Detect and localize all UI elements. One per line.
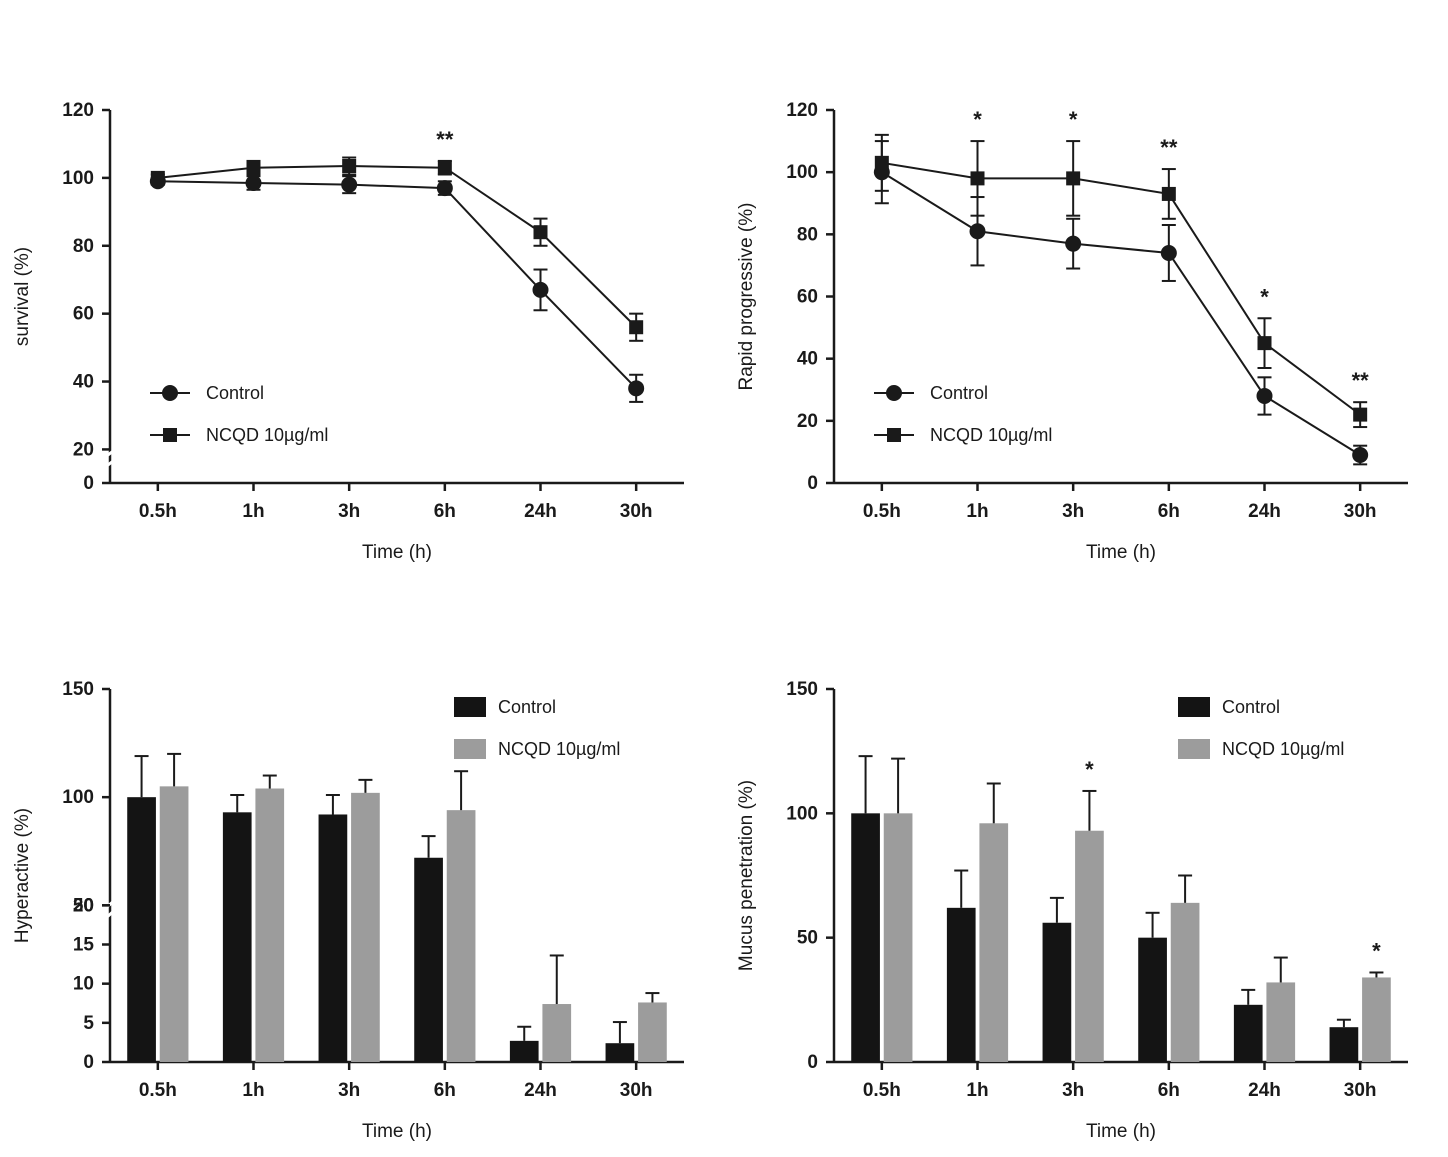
svg-text:Control: Control <box>498 697 556 717</box>
svg-text:3h: 3h <box>338 1080 360 1101</box>
svg-text:0: 0 <box>83 1052 94 1073</box>
svg-text:0: 0 <box>807 1052 818 1073</box>
chart-mucus-penetration: 0 50 100 150 0.5h 1h 3h 6h 24h 30h Time (h) Mucus p… <box>724 579 1448 1157</box>
svg-text:Time (h): Time (h) <box>362 1121 432 1142</box>
svg-text:150: 150 <box>786 679 818 700</box>
svg-text:3h: 3h <box>1062 1080 1084 1101</box>
svg-text:5: 5 <box>83 1013 94 1034</box>
svg-text:**: ** <box>1352 368 1370 393</box>
svg-text:*: * <box>1085 757 1094 782</box>
svg-text:NCQD 10µg/ml: NCQD 10µg/ml <box>1222 739 1344 759</box>
svg-text:Mucus penetration (%): Mucus penetration (%) <box>736 780 757 971</box>
svg-text:Time (h): Time (h) <box>1086 1121 1156 1142</box>
svg-text:*: * <box>1372 938 1381 963</box>
svg-text:60: 60 <box>797 287 818 308</box>
svg-text:30h: 30h <box>1344 501 1377 522</box>
svg-text:1h: 1h <box>966 501 988 522</box>
svg-text:Control: Control <box>1222 697 1280 717</box>
svg-text:1h: 1h <box>242 1080 264 1101</box>
svg-text:100: 100 <box>62 787 94 808</box>
svg-text:40: 40 <box>797 349 818 370</box>
figure-container: 0 20 40 60 80 100 120 0.5h 1h 3h 6h 24h 30h Time (h) s… <box>0 0 1448 1157</box>
svg-text:0.5h: 0.5h <box>863 1080 901 1101</box>
svg-text:50: 50 <box>797 928 818 949</box>
svg-text:0.5h: 0.5h <box>863 501 901 522</box>
svg-text:**: ** <box>436 127 454 152</box>
chart-sperm-motility: 0 20 40 60 80 100 120 0.5h 1h 3h 6h 24h 30h Time (h) R… <box>724 0 1448 578</box>
panel-A: 0 20 40 60 80 100 120 0.5h 1h 3h 6h 24h 30h Time (h) s… <box>0 0 724 578</box>
svg-text:50: 50 <box>73 895 94 916</box>
svg-text:6h: 6h <box>434 501 456 522</box>
svg-text:NCQD 10µg/ml: NCQD 10µg/ml <box>498 739 620 759</box>
svg-text:0: 0 <box>83 473 94 494</box>
panel-C: 0 5 10 15 20 50 100 150 0.5h 1h 3h 6h 24h 30h Time (h)… <box>0 579 724 1157</box>
svg-text:120: 120 <box>62 100 94 121</box>
svg-text:survival (%): survival (%) <box>12 247 33 346</box>
svg-text:*: * <box>1069 107 1078 132</box>
svg-text:1h: 1h <box>966 1080 988 1101</box>
svg-text:0.5h: 0.5h <box>139 501 177 522</box>
svg-text:Control: Control <box>206 383 264 403</box>
svg-text:100: 100 <box>786 803 818 824</box>
svg-text:Hyperactive (%): Hyperactive (%) <box>12 808 33 943</box>
svg-text:24h: 24h <box>1248 1080 1281 1101</box>
panel-B: 0 20 40 60 80 100 120 0.5h 1h 3h 6h 24h 30h Time (h) R… <box>724 0 1448 578</box>
svg-text:Control: Control <box>930 383 988 403</box>
svg-text:10: 10 <box>73 974 94 995</box>
svg-text:150: 150 <box>62 679 94 700</box>
svg-text:3h: 3h <box>1062 501 1084 522</box>
svg-text:3h: 3h <box>338 501 360 522</box>
svg-text:24h: 24h <box>524 1080 557 1101</box>
svg-text:80: 80 <box>797 224 818 245</box>
svg-text:100: 100 <box>786 162 818 183</box>
svg-text:30h: 30h <box>1344 1080 1377 1101</box>
svg-text:15: 15 <box>73 935 95 956</box>
svg-text:6h: 6h <box>1158 1080 1180 1101</box>
svg-text:80: 80 <box>73 236 94 257</box>
svg-text:0.5h: 0.5h <box>139 1080 177 1101</box>
svg-text:20: 20 <box>797 411 818 432</box>
svg-text:24h: 24h <box>1248 501 1281 522</box>
svg-text:**: ** <box>1160 135 1178 160</box>
svg-text:120: 120 <box>786 100 818 121</box>
svg-text:30h: 30h <box>620 1080 653 1101</box>
svg-text:Time (h): Time (h) <box>1086 542 1156 563</box>
svg-text:NCQD 10µg/ml: NCQD 10µg/ml <box>930 425 1052 445</box>
svg-text:NCQD 10µg/ml: NCQD 10µg/ml <box>206 425 328 445</box>
svg-text:1h: 1h <box>242 501 264 522</box>
svg-text:Time (h): Time (h) <box>362 542 432 563</box>
svg-text:30h: 30h <box>620 501 653 522</box>
panel-D: 0 50 100 150 0.5h 1h 3h 6h 24h 30h Time (h) Mucus p… <box>724 579 1448 1157</box>
svg-text:24h: 24h <box>524 501 557 522</box>
svg-text:Rapid progressive (%): Rapid progressive (%) <box>736 203 757 391</box>
chart-sperm-survival: 0 20 40 60 80 100 120 0.5h 1h 3h 6h 24h 30h Time (h) s… <box>0 0 724 578</box>
svg-text:100: 100 <box>62 168 94 189</box>
svg-text:6h: 6h <box>1158 501 1180 522</box>
svg-text:6h: 6h <box>434 1080 456 1101</box>
svg-text:*: * <box>1260 284 1269 309</box>
svg-text:40: 40 <box>73 372 94 393</box>
svg-text:60: 60 <box>73 304 94 325</box>
svg-text:*: * <box>973 107 982 132</box>
svg-text:20: 20 <box>73 439 94 460</box>
svg-text:0: 0 <box>807 473 818 494</box>
